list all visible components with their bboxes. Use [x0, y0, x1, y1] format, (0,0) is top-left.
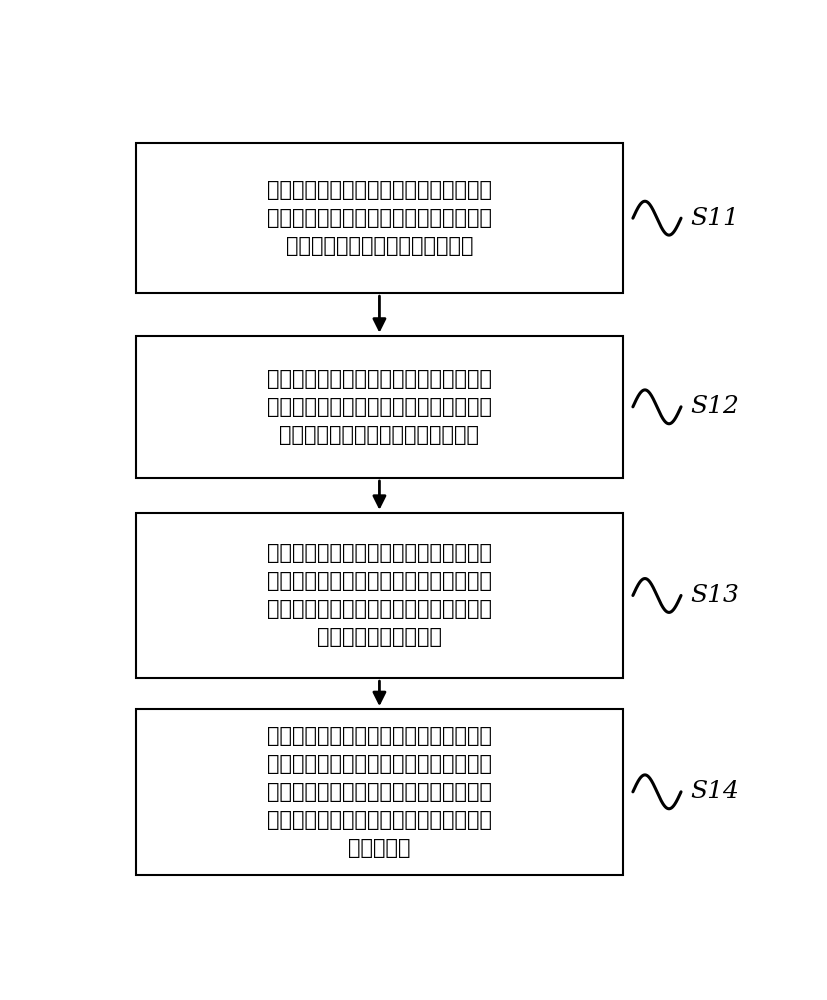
Text: 获取待测钢轨的表面待测区域的光学信号
，并根据所述光学信号，确定钢轨表面伤
损的空间分布信息及表面伤损类型: 获取待测钢轨的表面待测区域的光学信号 ，并根据所述光学信号，确定钢轨表面伤 损的…: [266, 180, 491, 256]
Text: 获取钢轨浅层伤损所在位置区域以及更深
处的区域的超声回波信号，并根据所述超
声回波信号，确定钢轨深层伤损的空间分
布信息及深层伤损类型: 获取钢轨浅层伤损所在位置区域以及更深 处的区域的超声回波信号，并根据所述超 声回…: [266, 543, 491, 647]
Bar: [136, 336, 623, 478]
Text: 根据钢轨表面伤损的空间分布信息及表面
伤损类型、钢轨浅层伤损的空间分布信息
及浅层伤损类型及钢轨深层伤损的空间分
布信息及深层伤损类型，对该待测钢轨进
行三维重: 根据钢轨表面伤损的空间分布信息及表面 伤损类型、钢轨浅层伤损的空间分布信息 及浅…: [266, 726, 491, 858]
Text: S12: S12: [690, 395, 739, 418]
Text: S11: S11: [690, 207, 739, 230]
Text: S13: S13: [690, 584, 739, 607]
Text: 获取钢轨表面伤损所在位置区域的光声信
号，并根据所述光声信号，确定钢轨浅层
伤损的空间分布信息及浅层伤损类型: 获取钢轨表面伤损所在位置区域的光声信 号，并根据所述光声信号，确定钢轨浅层 伤损…: [266, 369, 491, 445]
Bar: [136, 709, 623, 875]
Text: S14: S14: [690, 780, 739, 803]
Bar: [136, 513, 623, 678]
Bar: [136, 143, 623, 293]
